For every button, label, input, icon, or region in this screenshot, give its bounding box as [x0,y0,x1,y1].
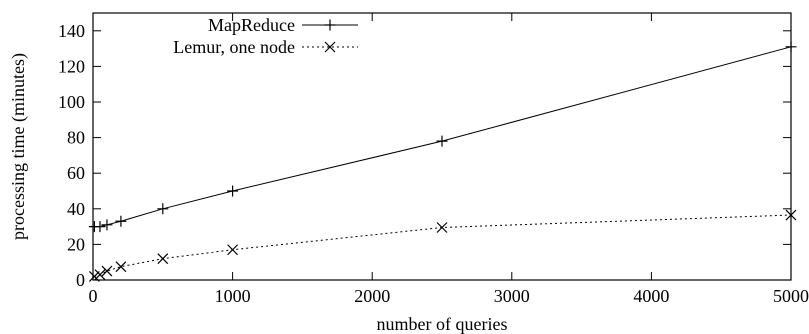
data-point [115,215,127,227]
plot-area [92,12,792,281]
series-line [94,214,792,277]
x-tick-label: 1000 [215,286,251,306]
series-layer [88,41,797,282]
data-point [94,269,106,281]
y-tick-label: 60 [67,163,85,183]
data-point [227,185,239,197]
x-axis-ticks: 0 1000 2000 3000 4000 5000 [89,13,809,306]
data-point [157,203,169,215]
y-axis-ticks: 0 20 40 60 80 100 120 140 [58,21,791,290]
series-1 [88,41,797,233]
y-tick-label: 0 [76,270,85,290]
y-tick-label: 20 [67,234,85,254]
x-axis-label: number of queries [377,314,508,334]
data-point [436,135,448,147]
legend-marker [324,41,336,53]
legend-label: MapReduce [208,15,295,35]
data-point [94,221,106,233]
legend-item: MapReduce [208,15,358,35]
y-tick-label: 100 [58,92,85,112]
data-point [785,209,797,221]
data-point [157,253,169,265]
y-tick-label: 120 [58,56,85,76]
data-point [115,261,127,273]
legend-item: Lemur, one node [173,37,358,57]
y-tick-label: 80 [67,128,85,148]
series-line [94,46,792,228]
series-2 [88,209,797,282]
data-point [785,41,797,53]
data-point [101,219,113,231]
x-tick-label: 4000 [633,286,669,306]
data-point [436,222,448,233]
x-tick-label: 0 [89,286,98,306]
legend-marker [324,19,336,31]
y-tick-label: 140 [58,21,85,41]
y-tick-label: 40 [67,199,85,219]
y-axis-label: processing time (minutes) [8,53,29,240]
x-tick-label: 3000 [494,286,530,306]
legend-label: Lemur, one node [173,37,295,57]
plot-frame [92,12,792,281]
x-tick-label: 2000 [354,286,390,306]
data-point [101,265,113,277]
x-tick-label: 5000 [773,286,809,306]
data-point [227,244,239,256]
